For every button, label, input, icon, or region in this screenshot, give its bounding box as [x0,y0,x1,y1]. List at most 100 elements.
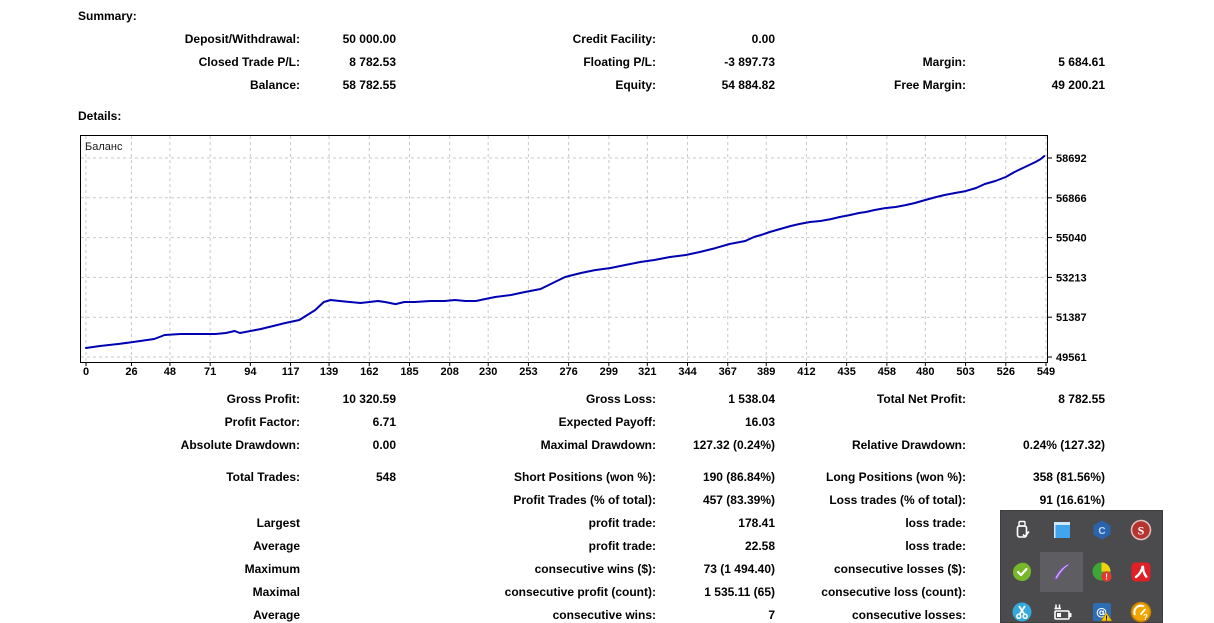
floating-pl-label: Floating P/L: [583,55,656,69]
deposit-withdrawal-label: Deposit/Withdrawal: [184,32,300,46]
stats-row: Average consecutive wins: 7 consecutive … [0,608,1214,623]
free-margin-value: 49 200.21 [1051,78,1105,92]
x-tick-label: 389 [757,366,775,378]
balance-value: 58 782.55 [342,78,396,92]
gross-loss-value: 1 538.04 [728,392,775,406]
svg-text:@: @ [1096,606,1107,619]
x-tick-label: 435 [837,366,855,378]
x-tick-label: 480 [916,366,934,378]
hexagon-c-icon[interactable]: C [1091,519,1113,541]
consecutive-wins-value: 7 [768,608,775,622]
x-tick-label: 71 [204,366,216,378]
equity-value: 54 884.82 [721,78,775,92]
largest-label: Largest [256,516,300,530]
maximal-drawdown-label: Maximal Drawdown: [540,438,656,452]
tray-overflow-panel: C S ! [1000,510,1163,623]
relative-drawdown-label: Relative Drawdown: [851,438,966,452]
x-tick-label: 526 [997,366,1015,378]
chart-legend-balance: Баланс [85,141,123,153]
usb-drive-icon[interactable] [1011,519,1033,541]
x-tick-label: 26 [125,366,137,378]
profit-trades-value: 457 (83.39%) [702,493,775,507]
svg-text:S: S [1138,524,1145,538]
stats-row: Maximal consecutive profit (count): 1 53… [0,585,1214,601]
x-tick-label: 208 [441,366,459,378]
largest-loss-trade-label: loss trade: [905,516,966,530]
x-tick-label: 458 [878,366,896,378]
absolute-drawdown-label: Absolute Drawdown: [180,438,300,452]
closed-trade-pl-value: 8 782.53 [349,55,396,69]
x-tick-label: 162 [360,366,378,378]
total-net-profit-value: 8 782.55 [1058,392,1105,406]
consecutive-losses-label: consecutive losses: [851,608,966,622]
y-tick-label: 49561 [1056,352,1087,364]
short-positions-label: Short Positions (won %): [514,470,656,484]
at-warning-icon[interactable]: @ ! [1091,601,1113,623]
y-tick-label: 53213 [1056,272,1087,284]
consecutive-losses-money-label: consecutive losses ($): [833,562,966,576]
expected-payoff-label: Expected Payoff: [558,415,656,429]
margin-label: Margin: [922,55,966,69]
y-tick-label: 56866 [1056,193,1087,205]
x-tick-label: 276 [559,366,577,378]
loss-trades-label: Loss trades (% of total): [829,493,966,507]
equity-label: Equity: [615,78,656,92]
x-tick-label: 139 [320,366,338,378]
credit-facility-label: Credit Facility: [572,32,656,46]
x-tick-label: 0 [83,366,89,378]
summary-row: Deposit/Withdrawal: 50 000.00 Credit Fac… [0,32,1214,48]
svg-text:?: ? [1143,613,1148,622]
svg-text:C: C [1098,526,1105,537]
long-positions-label: Long Positions (won %): [826,470,966,484]
y-tick-label: 51387 [1056,312,1087,324]
svg-text:!: ! [1105,572,1108,582]
app-window-icon[interactable] [1051,519,1073,541]
summary-heading: Summary: [78,9,137,23]
x-tick-label: 549 [1037,366,1055,378]
largest-profit-trade-value: 178.41 [738,516,775,530]
x-tick-label: 117 [282,366,300,378]
balance-chart-svg: 0 26 48 71 94 117 139 162 185 208 230 253 276 299 321 3… [80,135,1087,378]
scissors-icon[interactable] [1011,601,1033,623]
s-coin-icon[interactable]: S [1130,519,1152,541]
stats-row: Largest profit trade: 178.41 loss trade: [0,516,1214,532]
consecutive-loss-count-label: consecutive loss (count): [821,585,966,599]
x-tick-label: 253 [519,366,537,378]
credit-facility-value: 0.00 [751,32,775,46]
average-label: Average [253,539,300,553]
profit-factor-label: Profit Factor: [224,415,300,429]
gauge-question-icon[interactable]: ? [1130,601,1152,623]
gross-loss-label: Gross Loss: [585,392,656,406]
alert-shield-icon[interactable]: ! [1091,561,1113,583]
gross-profit-value: 10 320.59 [342,392,396,406]
x-tick-label: 367 [719,366,737,378]
green-check-icon[interactable] [1011,561,1033,583]
maximal-label: Maximal [252,585,300,599]
avira-umbrella-icon[interactable] [1130,561,1152,583]
profit-factor-value: 6.71 [372,415,396,429]
x-tick-label: 344 [678,366,697,378]
consecutive-wins-label: consecutive wins: [552,608,656,622]
stats-row: Absolute Drawdown: 0.00 Maximal Drawdown… [0,438,1214,454]
stats-row: Average profit trade: 22.58 loss trade: [0,539,1214,555]
balance-line [85,155,1046,349]
balance-label: Balance: [249,78,300,92]
balance-chart: 0 26 48 71 94 117 139 162 185 208 230 253 276 299 321 3… [80,135,1095,380]
x-tick-label: 230 [479,366,497,378]
chart-frame [80,135,1048,363]
consecutive-wins-money-value: 73 (1 494.40) [703,562,775,576]
y-tick-label: 58692 [1056,153,1087,165]
battery-plug-icon[interactable] [1051,601,1073,623]
total-trades-label: Total Trades: [226,470,300,484]
svg-text:!: ! [1105,615,1107,622]
expected-payoff-value: 16.03 [744,415,775,429]
feather-icon[interactable] [1051,561,1073,583]
average-consecutive-label: Average [253,608,300,622]
consecutive-profit-count-value: 1 535.11 (65) [704,585,775,599]
stats-row: Maximum consecutive wins ($): 73 (1 494.… [0,562,1214,578]
average-profit-trade-label: profit trade: [588,539,656,553]
largest-profit-trade-label: profit trade: [588,516,656,530]
maximal-drawdown-value: 127.32 (0.24%) [692,438,775,452]
margin-value: 5 684.61 [1058,55,1105,69]
x-tick-label: 412 [797,366,815,378]
